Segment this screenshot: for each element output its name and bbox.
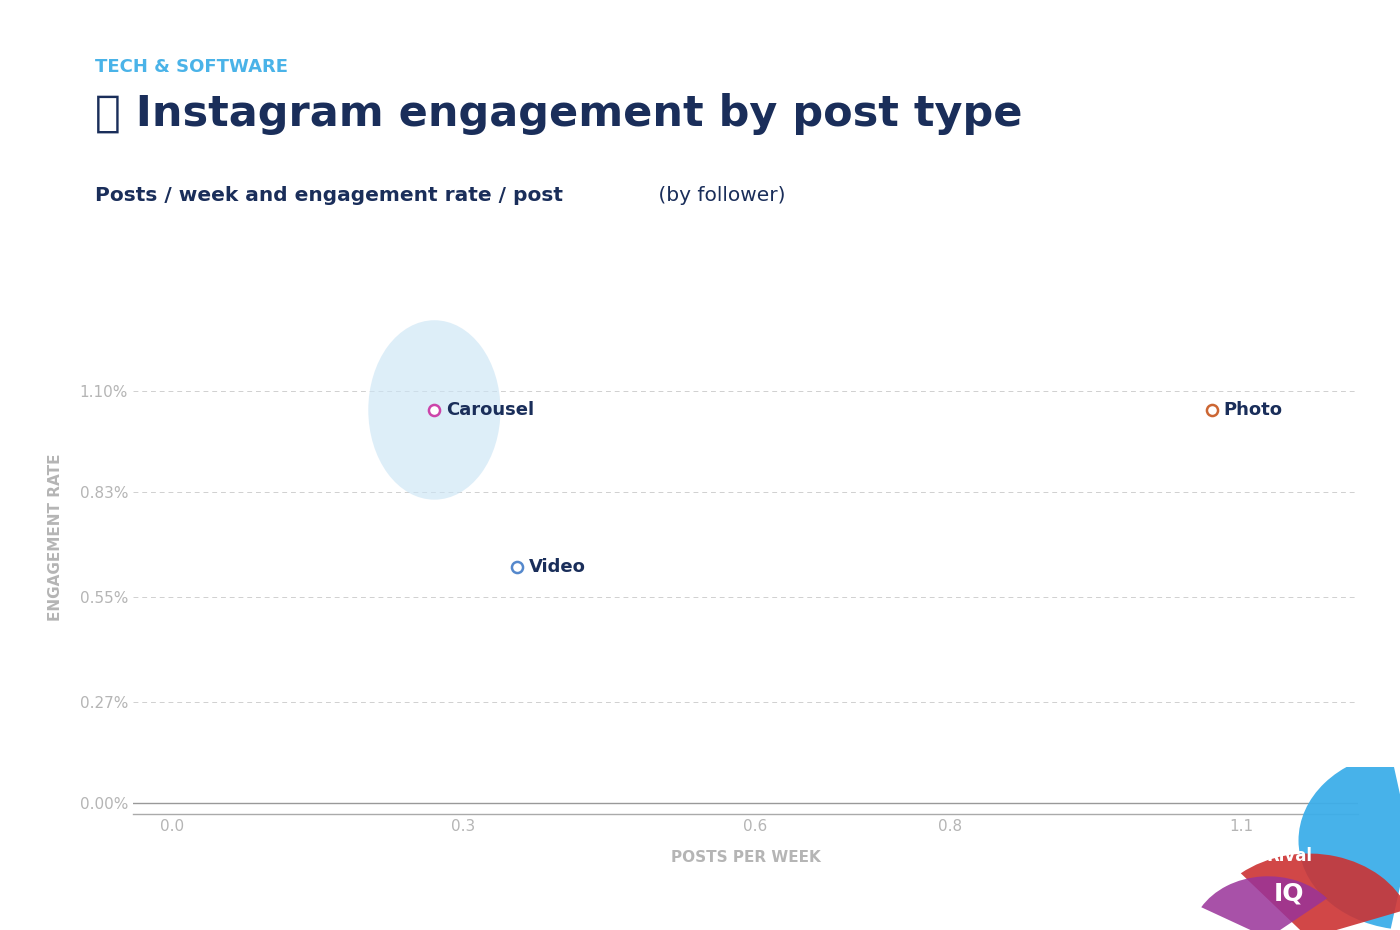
Y-axis label: ENGAGEMENT RATE: ENGAGEMENT RATE	[48, 453, 63, 621]
Text: IQ: IQ	[1274, 882, 1305, 906]
Wedge shape	[1240, 854, 1400, 930]
Wedge shape	[1201, 876, 1327, 930]
Text: TECH & SOFTWARE: TECH & SOFTWARE	[95, 58, 288, 75]
Text: Posts / week and engagement rate / post: Posts / week and engagement rate / post	[95, 186, 563, 205]
X-axis label: POSTS PER WEEK: POSTS PER WEEK	[671, 850, 820, 865]
Ellipse shape	[368, 320, 501, 499]
Text: Rival: Rival	[1267, 847, 1312, 865]
Text: (by follower): (by follower)	[652, 186, 785, 205]
Wedge shape	[1299, 752, 1400, 929]
Text: Photo: Photo	[1224, 401, 1282, 418]
Text: ⓘ Instagram engagement by post type: ⓘ Instagram engagement by post type	[95, 93, 1022, 135]
Text: Video: Video	[529, 558, 585, 576]
Text: Carousel: Carousel	[447, 401, 535, 418]
